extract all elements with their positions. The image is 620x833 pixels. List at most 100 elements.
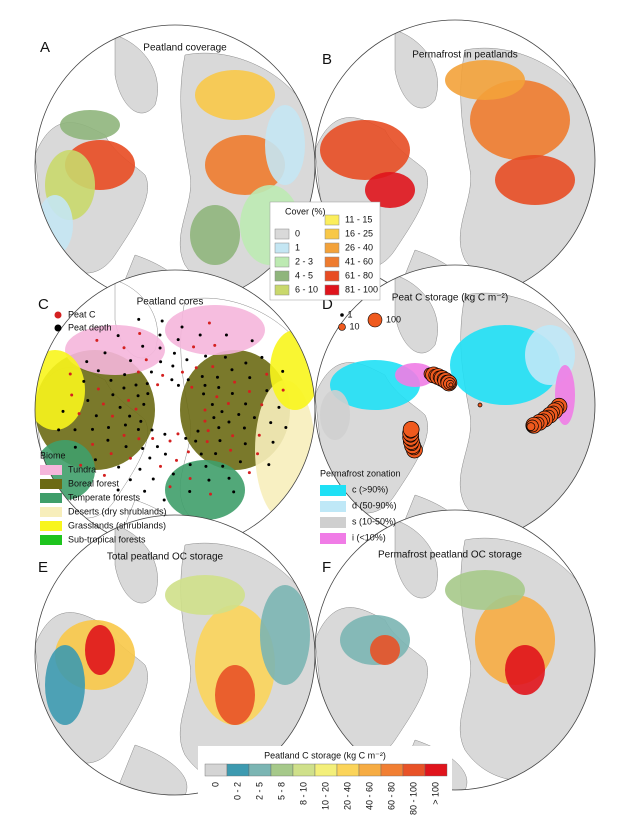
- colorbar-cell: [358, 763, 382, 777]
- core-dot: [180, 325, 184, 329]
- core-dot: [122, 386, 126, 390]
- legend-label: c (>90%): [352, 484, 388, 494]
- core-dot: [233, 380, 237, 384]
- core-dot: [137, 437, 141, 441]
- core-dot: [144, 358, 148, 362]
- colorbar-label: 40 - 60: [364, 782, 374, 810]
- legend-label: 16 - 25: [345, 228, 373, 238]
- core-dot: [257, 433, 261, 437]
- core-dot: [207, 478, 211, 482]
- core-dot: [192, 345, 196, 349]
- legend-title: Biome: [40, 450, 66, 460]
- colorbar-label: 80 - 100: [408, 782, 418, 815]
- map-patch: [320, 390, 350, 440]
- panel-title: Peatland coverage: [143, 43, 227, 54]
- core-dot: [226, 402, 230, 406]
- core-dot: [109, 452, 113, 456]
- core-dot: [176, 383, 180, 387]
- core-dot: [138, 331, 142, 335]
- core-dot: [90, 427, 94, 431]
- core-dot: [190, 385, 194, 389]
- map-patch: [165, 575, 245, 615]
- legend-label: 81 - 100: [345, 284, 378, 294]
- land: [114, 34, 158, 114]
- core-dot: [171, 364, 175, 368]
- core-dot: [93, 458, 97, 462]
- core-dot: [209, 492, 213, 496]
- core-dot: [143, 489, 147, 493]
- core-dot: [129, 359, 133, 363]
- core-dot: [204, 464, 208, 468]
- legend-title: Permafrost zonation: [320, 468, 401, 478]
- map-patch: [395, 363, 435, 387]
- core-dot: [218, 439, 222, 443]
- colorbar-cell: [380, 763, 404, 777]
- core-dot: [118, 405, 122, 409]
- core-dot: [221, 464, 225, 468]
- core-dot: [247, 389, 251, 393]
- legend-dot: [54, 311, 62, 319]
- map-patch: [445, 60, 525, 100]
- core-dot: [141, 446, 145, 450]
- legend-label: 6 - 10: [295, 284, 318, 294]
- core-dot: [198, 333, 202, 337]
- core-dot: [136, 394, 140, 398]
- map-patch: [265, 105, 305, 185]
- legend-swatch: [40, 535, 62, 545]
- legend-label: Temperate forests: [68, 492, 141, 502]
- colorbar-label: 5 - 8: [276, 782, 286, 800]
- panel-title: Total peatland OC storage: [107, 552, 224, 563]
- core-dot: [244, 402, 248, 406]
- core-dot: [107, 425, 111, 429]
- colorbar-cell: [248, 763, 272, 777]
- core-dot: [163, 432, 167, 436]
- core-dot: [61, 409, 65, 413]
- panel-letter: B: [322, 51, 332, 68]
- core-dot: [199, 452, 203, 456]
- core-dot: [200, 374, 204, 378]
- colorbar-label: 0: [210, 782, 220, 787]
- core-dot: [281, 369, 285, 373]
- core-dot: [238, 460, 242, 464]
- core-dot: [206, 429, 210, 433]
- core-dot: [123, 423, 127, 427]
- core-dot: [102, 473, 106, 477]
- legend-swatch: [320, 485, 346, 496]
- core-dot: [230, 368, 234, 372]
- core-dot: [148, 456, 152, 460]
- map-patch: [60, 110, 120, 140]
- legend-swatch: [324, 256, 340, 268]
- core-dot: [194, 366, 198, 370]
- core-dot: [243, 442, 247, 446]
- core-dot: [203, 408, 207, 412]
- map-patch: [65, 325, 165, 375]
- legend-label: 2 - 3: [295, 256, 313, 266]
- core-dot: [223, 355, 227, 359]
- map-patch: [470, 80, 570, 160]
- core-dot: [250, 339, 254, 343]
- core-dot: [155, 445, 159, 449]
- land: [394, 29, 438, 109]
- core-dot: [170, 378, 174, 382]
- legend-label: Peat C: [68, 309, 96, 319]
- legend-label: Sub-tropical forests: [68, 534, 146, 544]
- legend-swatch: [40, 465, 62, 475]
- size-label: 10: [350, 321, 360, 331]
- map-patch: [45, 645, 85, 725]
- core-dot: [248, 376, 252, 380]
- core-dot: [174, 458, 178, 462]
- legend-swatch: [324, 214, 340, 226]
- core-dot: [158, 346, 162, 350]
- map-patch: [365, 172, 415, 208]
- core-dot: [232, 490, 236, 494]
- core-dot: [231, 434, 235, 438]
- core-dot: [247, 471, 251, 475]
- core-dot: [277, 405, 281, 409]
- map-patch: [85, 625, 115, 675]
- core-dot: [134, 383, 138, 387]
- core-dot: [151, 436, 155, 440]
- land: [394, 519, 438, 599]
- core-dot: [210, 402, 214, 406]
- core-dot: [185, 358, 189, 362]
- map-patch: [190, 205, 240, 265]
